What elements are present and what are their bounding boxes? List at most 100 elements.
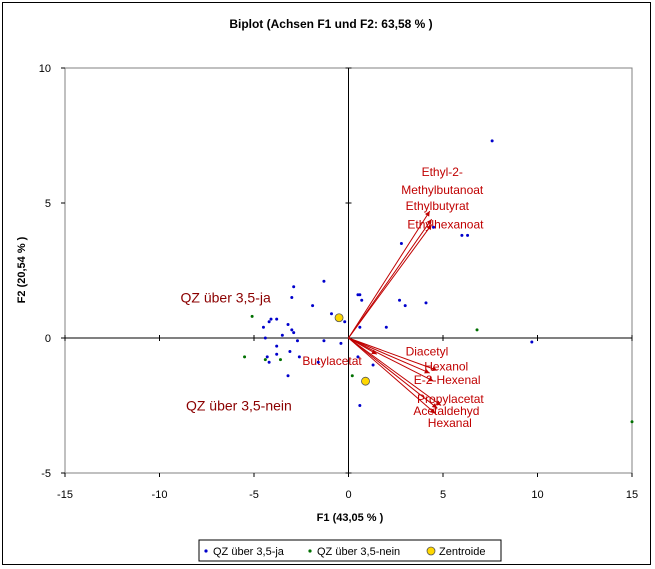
point-nein <box>263 358 267 362</box>
point-ja <box>290 328 294 332</box>
legend-marker-ja <box>204 549 208 553</box>
point-nein <box>250 314 254 318</box>
legend-label-centroid: Zentroide <box>439 546 485 558</box>
y-tick-label: -5 <box>41 468 51 480</box>
point-ja <box>269 317 273 321</box>
point-ja <box>466 233 470 237</box>
point-ja <box>263 336 267 340</box>
point-ja <box>339 341 343 345</box>
point-ja <box>311 304 315 308</box>
vector-line <box>348 337 434 382</box>
centroid-point <box>361 376 370 386</box>
group-label: QZ über 3,5-ja <box>181 290 271 306</box>
point-ja <box>329 312 333 316</box>
vector-line <box>348 337 438 409</box>
vector-arrowhead <box>427 376 434 382</box>
vector-label: Propylacetat <box>417 392 484 406</box>
point-ja <box>265 355 269 359</box>
vector-arrowhead <box>431 366 438 372</box>
y-tick-label: 5 <box>45 198 51 210</box>
vector-arrowhead <box>371 349 377 355</box>
vector-line <box>348 218 433 339</box>
point-ja <box>275 317 279 321</box>
point-ja <box>384 325 388 329</box>
y-axis-ticks: -5 0 5 10 <box>39 63 352 480</box>
point-ja <box>343 320 347 324</box>
vector-line <box>348 337 378 355</box>
y-tick-label: 10 <box>39 63 51 75</box>
legend: QZ über 3,5-ja QZ über 3,5-nein Zentroid… <box>198 539 502 562</box>
point-ja <box>432 225 436 229</box>
vector-arrowhead <box>424 211 430 217</box>
point-nein <box>630 420 634 424</box>
x-tick-label: 0 <box>345 489 351 501</box>
vector-label: Ethylhexanoat <box>407 218 484 232</box>
legend-box <box>198 539 502 562</box>
legend-marker-centroid <box>426 546 436 556</box>
point-ja <box>360 298 364 302</box>
point-ja <box>292 285 296 289</box>
vector-label: Hexanol <box>424 359 468 373</box>
x-axis-title: F1 (43,05 % ) <box>317 512 384 524</box>
y-tick-label: 0 <box>45 333 51 345</box>
variable-vectors: Ethyl-2- Methylbutanoat Ethylbutyrat Ethylh… <box>302 165 484 430</box>
x-tick-label: -15 <box>57 489 73 501</box>
legend-marker-nein <box>308 549 312 553</box>
point-ja <box>267 320 271 324</box>
legend-label-ja: QZ über 3,5-ja <box>213 546 285 558</box>
point-ja <box>530 340 534 344</box>
vector-line <box>348 224 433 339</box>
point-ja <box>424 301 428 305</box>
point-nein <box>350 374 354 378</box>
point-ja <box>403 304 407 308</box>
point-ja <box>288 350 292 353</box>
vector-label: Acetaldehyd <box>413 404 479 418</box>
vector-arrowhead <box>424 368 430 374</box>
point-ja <box>295 339 299 343</box>
point-ja <box>356 293 360 297</box>
point-nein <box>475 328 479 332</box>
point-ja <box>358 325 362 329</box>
vector-arrowhead <box>430 408 436 414</box>
point-ja <box>460 233 464 237</box>
group-label: QZ über 3,5-nein <box>186 398 292 414</box>
vector-label: Diacetyl <box>406 345 449 359</box>
vector-label: Butylacetat <box>302 354 362 368</box>
point-ja <box>275 352 279 356</box>
vector-line <box>348 337 442 406</box>
point-ja <box>490 139 494 143</box>
observation-points <box>243 139 634 424</box>
point-ja <box>399 242 403 245</box>
x-tick-label: -10 <box>152 489 168 501</box>
point-ja <box>292 331 296 335</box>
vector-arrowhead <box>426 224 432 231</box>
chart-title: Biplot (Achsen F1 und F2: 63,58 % ) <box>229 17 432 31</box>
point-ja <box>267 360 271 364</box>
vector-arrowhead <box>435 400 442 406</box>
x-tick-label: -5 <box>249 489 259 501</box>
point-nein <box>243 355 247 359</box>
point-ja <box>398 298 402 302</box>
vector-line <box>348 337 430 374</box>
vector-label: Ethylbutyrat <box>406 199 470 213</box>
x-tick-label: 15 <box>626 489 638 501</box>
vector-label: Ethyl-2- <box>422 165 463 179</box>
point-ja <box>297 355 301 359</box>
vector-label: Hexanal <box>428 416 472 430</box>
x-axis-ticks: -15 -10 -5 0 5 10 15 <box>57 335 638 501</box>
point-ja <box>286 374 290 378</box>
vector-line <box>348 337 436 414</box>
group-labels: QZ über 3,5-ja QZ über 3,5-nein <box>181 290 292 414</box>
vector-label: E-2-Hexenal <box>414 373 481 387</box>
point-ja <box>371 363 375 367</box>
centroid-point <box>334 313 344 323</box>
vector-arrowhead <box>426 219 432 225</box>
point-ja <box>275 344 279 348</box>
x-tick-label: 10 <box>531 489 543 501</box>
point-ja <box>358 404 362 407</box>
point-ja <box>261 325 265 329</box>
vector-label: Methylbutanoat <box>401 183 484 197</box>
vector-line <box>348 210 431 339</box>
vector-arrowhead <box>431 403 438 409</box>
